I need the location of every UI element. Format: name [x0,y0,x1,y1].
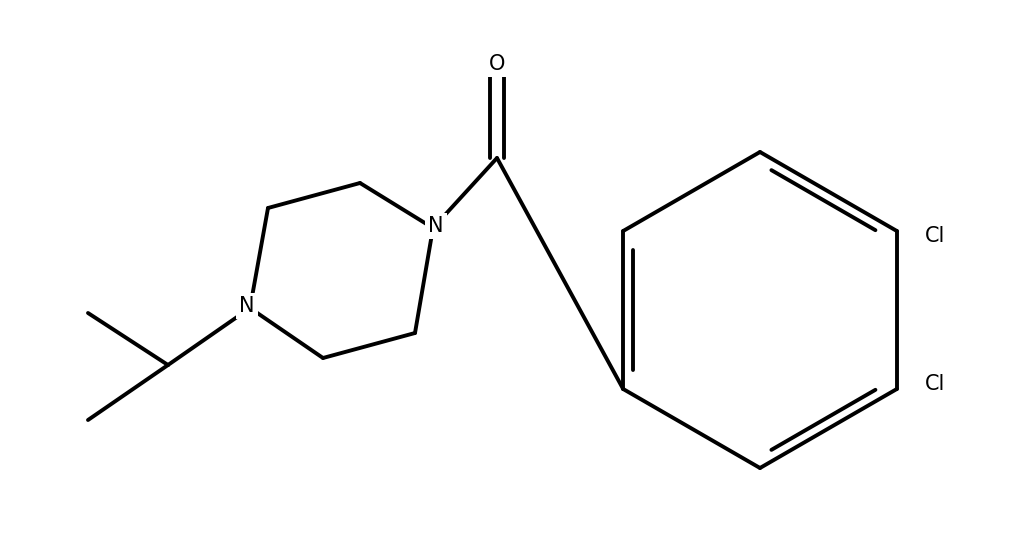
Text: N: N [429,216,444,236]
Text: N: N [239,296,255,316]
Text: O: O [489,54,505,74]
Text: Cl: Cl [925,226,945,246]
Text: Cl: Cl [925,374,945,394]
